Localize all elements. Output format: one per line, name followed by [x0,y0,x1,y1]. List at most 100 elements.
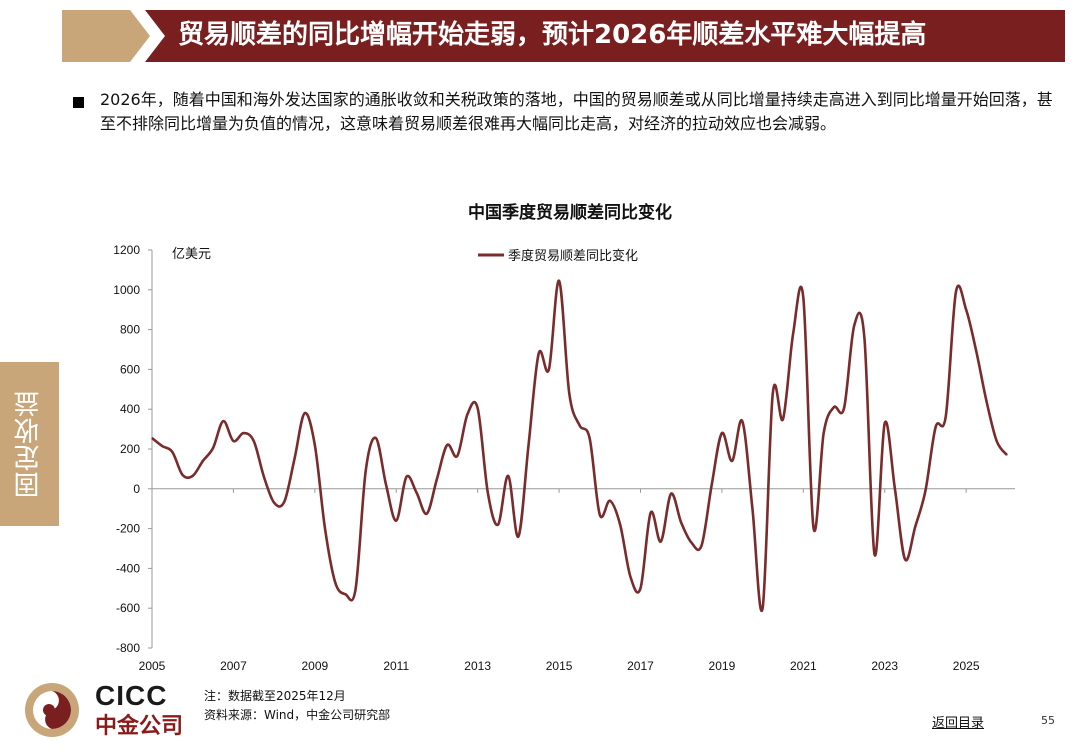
bullet-paragraph: 2026年，随着中国和海外发达国家的通胀收敛和关税政策的落地，中国的贸易顺差或从… [100,90,1053,133]
x-tick-label: 2015 [546,659,573,673]
series-point [975,350,977,353]
series-point [843,407,845,409]
series-point [904,558,906,561]
series-point [314,444,316,446]
series-point [395,520,397,522]
series-point [487,492,489,494]
series-point [914,526,916,528]
y-tick-label: 1200 [113,243,140,257]
banner-gold-chevron [62,10,150,62]
series-point [823,432,825,434]
x-tick-label: 2019 [709,659,736,673]
series-point [1006,454,1008,456]
logo-text-en: CICC [95,680,168,711]
logo-text-cn: 中金公司 [95,714,184,739]
series-point [253,440,255,442]
series-point [405,476,408,478]
x-tick-label: 2025 [953,659,980,673]
series-point [283,501,285,503]
series-point [222,420,224,422]
series-point [894,488,896,490]
x-tick-label: 2011 [383,659,409,673]
series-point [212,447,214,449]
series-point-group [151,280,1008,609]
series-point [477,407,479,409]
series-point [599,514,601,516]
legend-label: 季度贸易顺差同比变化 [508,248,638,264]
series-point [884,422,886,424]
series-point [772,392,774,394]
series-point [354,588,357,590]
series-point [527,444,530,446]
series-point [731,460,733,462]
series-point [151,437,153,439]
series-point [873,553,876,556]
y-tick-label: 200 [120,442,140,456]
series-point [690,541,692,544]
series-point [680,522,682,524]
title-banner: 贸易顺差的同比增幅开始走弱，预计2026年顺差水平难大幅提高 [0,0,1080,72]
series-point [273,502,275,504]
x-tick-label: 2017 [627,659,654,673]
y-tick-label: 400 [120,402,140,416]
series-point [426,513,428,515]
series-point [945,415,947,417]
cicc-logo-icon [25,683,79,737]
series-point [741,420,743,422]
series-point [700,544,703,547]
series-point [415,492,418,494]
series-point [538,352,540,355]
y-tick-label: 600 [120,362,140,376]
series-point [853,325,855,327]
chart-source: 资料来源：Wind，中金公司研究部 [204,708,391,722]
bullet-square [73,97,84,108]
series-point [660,540,662,543]
series-point [751,508,754,510]
banner-shape [62,10,1065,62]
y-tick-label: 800 [120,323,140,337]
series-point [670,493,672,495]
series-point [589,437,591,439]
series-point [334,581,336,583]
y-tick-label: -200 [116,522,140,536]
chart-note: 注：数据截至2025年12月 [204,689,346,703]
series-point [324,528,326,530]
series-point [344,593,346,595]
back-to-contents-link[interactable]: 返回目录 [932,716,985,731]
x-tick-label: 2005 [139,659,166,673]
x-tick-label: 2021 [790,659,817,673]
series-point [304,412,306,414]
chart-title: 中国季度贸易顺差同比变化 [468,202,672,223]
series-line-trade-surplus-yoy [151,279,1008,613]
series-point [558,280,560,282]
series-point [192,475,194,477]
series-point [568,392,570,394]
series-point [965,309,967,311]
series-point [935,426,937,428]
y-tick-label: -800 [116,641,140,655]
series-point [639,587,642,589]
series-point [629,575,631,577]
series-point [436,478,438,480]
series-point [263,476,265,478]
series-point [466,413,469,415]
banner-dark-bar [145,10,1065,62]
page-number: 55 [1041,714,1055,727]
series-point [293,458,296,460]
series-point [721,432,723,434]
series-point [578,424,581,426]
x-tick-label: 2009 [301,659,328,673]
series-point [497,524,499,526]
y-tick-label: -400 [116,561,140,575]
section-side-tab[interactable]: 固定收益 [0,362,59,526]
series-point [802,297,804,299]
series-point [955,291,957,293]
series-point [446,444,448,446]
series-point [456,455,458,457]
series-point [375,437,377,439]
x-tick-label: 2007 [220,659,247,673]
y-tick-label: 1000 [113,283,140,297]
series-point [711,484,713,486]
y-axis-unit-label: 亿美元 [172,247,211,262]
